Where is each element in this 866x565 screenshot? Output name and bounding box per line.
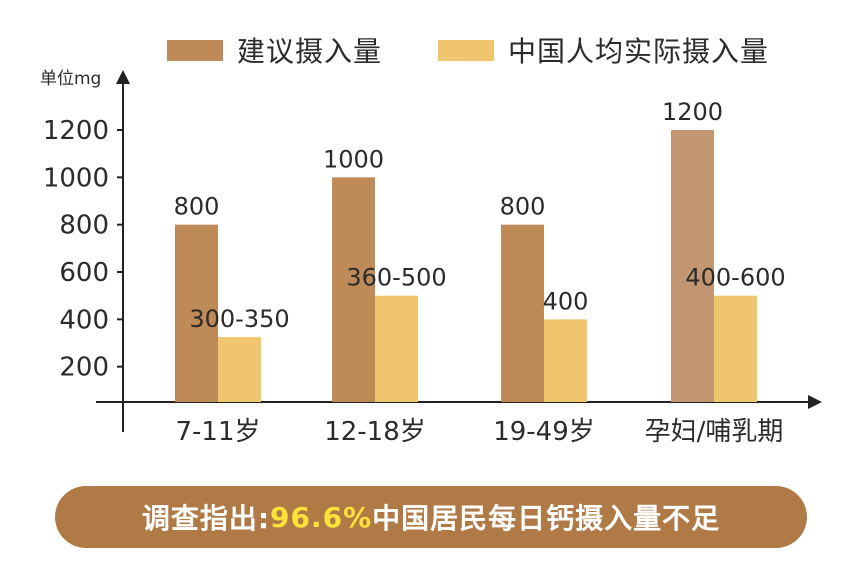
y-tick-label-600: 600 <box>59 258 109 288</box>
bar-recommended-0 <box>175 224 218 402</box>
banner-prefix: 调查指出: <box>141 502 271 535</box>
data-label-actual-0: 300-350 <box>189 305 289 333</box>
legend-item-recommended: 建议摄入量 <box>167 30 382 70</box>
y-tick-label-200: 200 <box>59 353 109 383</box>
y-tick-label-400: 400 <box>59 305 109 335</box>
y-tick-label-1000: 1000 <box>43 163 109 193</box>
legend-swatch-actual <box>438 39 495 61</box>
banner-highlight: 96.6% <box>270 500 373 534</box>
legend: 建议摄入量 中国人均实际摄入量 <box>167 30 825 70</box>
summary-banner: 调查指出: 96.6% 中国居民每日钙摄入量不足 <box>55 486 807 548</box>
bar-recommended-3 <box>671 130 714 402</box>
bar-actual-1 <box>375 295 418 402</box>
bar-actual-3 <box>714 295 757 402</box>
calcium-intake-chart: 200 400 600 800 1000 1200 800 300-350 7-11岁 1000 3… <box>43 70 822 447</box>
legend-label-recommended: 建议摄入量 <box>237 35 383 68</box>
data-label-actual-2: 400 <box>543 287 589 315</box>
bar-recommended-1 <box>332 177 375 402</box>
x-tick-label-2: 19-49岁 <box>493 417 595 447</box>
data-label-recommended-2: 800 <box>500 193 546 221</box>
data-label-actual-1: 360-500 <box>346 264 446 292</box>
y-axis-arrow <box>116 70 130 84</box>
bar-actual-0 <box>218 337 261 402</box>
x-axis-arrow <box>808 395 822 409</box>
y-axis-unit-label: 单位mg <box>40 69 102 89</box>
legend-swatch-recommended <box>167 39 223 61</box>
x-tick-label-1: 12-18岁 <box>324 417 426 447</box>
legend-label-actual: 中国人均实际摄入量 <box>508 35 770 68</box>
y-tick-label-800: 800 <box>59 211 109 241</box>
data-label-actual-3: 400-600 <box>685 264 785 292</box>
y-tick-label-1200: 1200 <box>43 116 109 146</box>
x-tick-label-3: 孕妇/哺乳期 <box>645 417 784 447</box>
banner-suffix: 中国居民每日钙摄入量不足 <box>372 502 721 535</box>
bar-actual-2 <box>544 319 587 402</box>
legend-item-actual: 中国人均实际摄入量 <box>438 30 769 70</box>
data-label-recommended-1: 1000 <box>323 145 384 173</box>
data-label-recommended-3: 1200 <box>662 98 723 126</box>
bar-recommended-2 <box>501 224 544 402</box>
x-tick-label-0: 7-11岁 <box>175 417 260 447</box>
data-label-recommended-0: 800 <box>174 193 220 221</box>
